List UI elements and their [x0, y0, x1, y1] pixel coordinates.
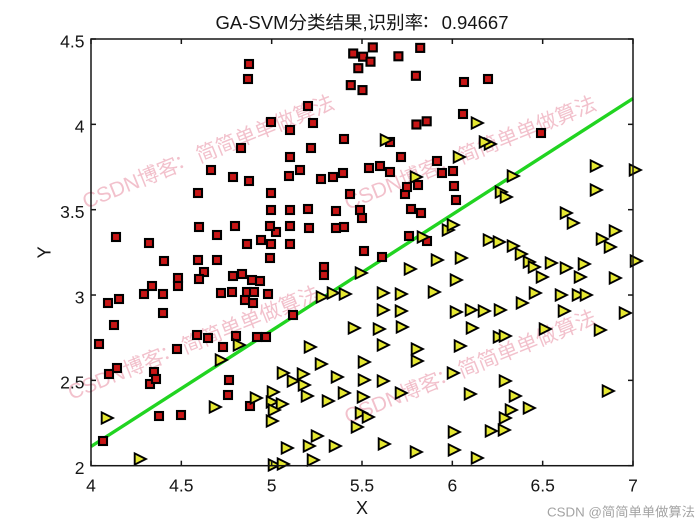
- svg-text:3.5: 3.5: [60, 202, 84, 222]
- svg-text:GA-SVM: GA-SVM: [216, 12, 289, 33]
- svg-text:2: 2: [75, 458, 85, 478]
- svg-text:,: ,: [362, 12, 367, 33]
- svg-text:0.94667: 0.94667: [442, 12, 509, 33]
- svg-text:5.5: 5.5: [350, 476, 374, 496]
- svg-text:4: 4: [75, 117, 85, 137]
- svg-text:2.5: 2.5: [60, 373, 84, 393]
- svg-text:4: 4: [86, 476, 96, 496]
- svg-text:4.5: 4.5: [60, 31, 84, 51]
- svg-text:6: 6: [447, 476, 457, 496]
- svg-text:6.5: 6.5: [531, 476, 555, 496]
- svg-text:Y: Y: [34, 246, 54, 258]
- svg-text:X: X: [356, 498, 368, 518]
- svg-text:4.5: 4.5: [169, 476, 193, 496]
- svg-text:CSDN @: CSDN @: [547, 505, 602, 520]
- svg-text:7: 7: [628, 476, 638, 496]
- svg-text:5: 5: [267, 476, 277, 496]
- svg-text:3: 3: [75, 287, 85, 307]
